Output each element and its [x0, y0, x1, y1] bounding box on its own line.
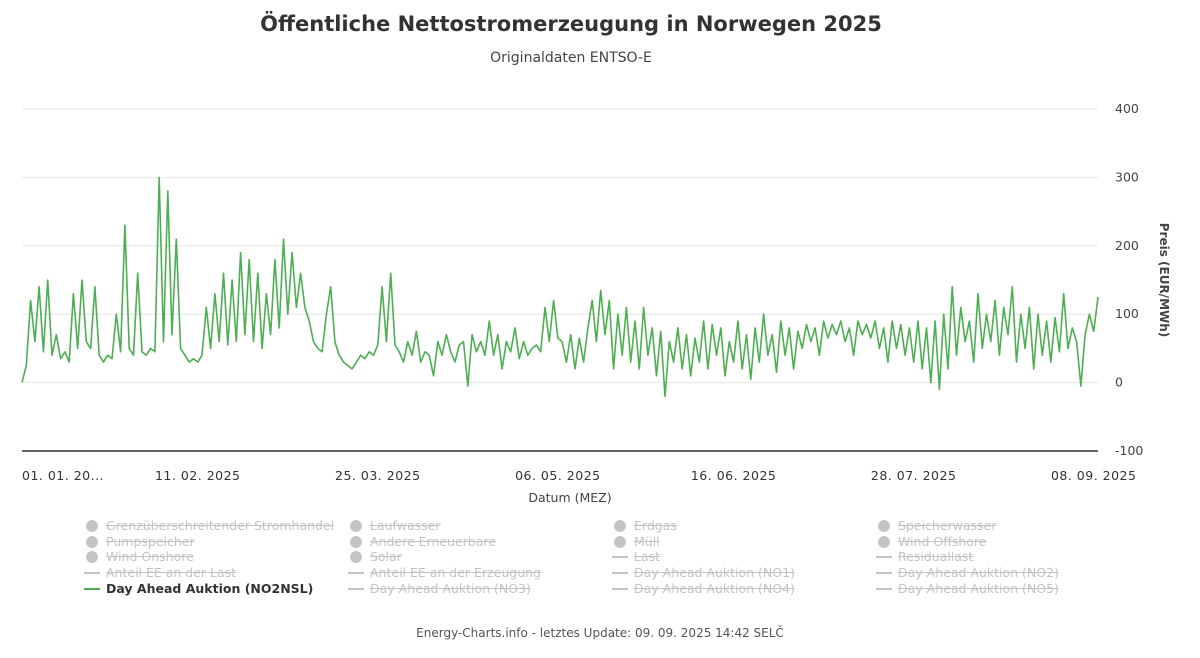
price-chart: 400 300 200 100 0 -100 01. 01. 20... 11. 02. 20… — [21, 101, 1171, 505]
legend-dot-icon — [350, 520, 362, 532]
legend-dot-icon — [614, 520, 626, 532]
legend-line-icon — [876, 556, 892, 559]
legend-line-icon — [84, 572, 100, 575]
chart-subtitle: Originaldaten ENTSO-E — [490, 50, 652, 66]
legend-line-icon — [612, 556, 628, 559]
legend-dot-icon — [86, 520, 98, 532]
legend-item-label: Last — [634, 549, 661, 565]
legend-line-icon — [612, 572, 628, 575]
legend-line-icon — [348, 572, 364, 575]
legend-item-label: Residuallast — [898, 549, 974, 565]
y-tick-label: 200 — [1115, 238, 1139, 253]
legend-item-label: Andere Erneuerbare — [370, 533, 496, 549]
legend-item-label: Grenzüberschreitender Stromhandel — [106, 518, 335, 533]
footer-update-info: Energy-Charts.info - letztes Update: 09.… — [416, 626, 784, 640]
x-tick-label: 28. 07. 2025 — [871, 468, 957, 483]
legend-dot-icon — [878, 520, 890, 532]
legend-dot-icon — [878, 535, 890, 548]
legend-item-label: Day Ahead Auktion (NO1) — [634, 565, 795, 581]
legend-line-icon — [348, 587, 364, 590]
legend-item-label: Wind Offshore — [898, 533, 987, 549]
legend-dot-icon — [350, 551, 362, 564]
x-tick-label: 06. 05. 2025 — [515, 468, 601, 483]
legend-item-label: Laufwasser — [370, 518, 441, 533]
chart-title: Öffentliche Nettostromerzeugung in Norwe… — [260, 12, 882, 36]
legend-line-icon — [612, 587, 628, 590]
x-tick-label: 01. 01. 20... — [22, 468, 104, 483]
legend-item-label: Anteil EE an der Erzeugung — [370, 565, 541, 581]
x-tick-label: 11. 02. 2025 — [155, 468, 241, 483]
y-tick-label: 0 — [1115, 375, 1123, 390]
legend-line-icon — [876, 587, 892, 590]
x-axis-title: Datum (MEZ) — [528, 490, 611, 505]
legend-item-label: Anteil EE an der Last — [106, 565, 237, 581]
legend-dot-icon — [350, 535, 362, 548]
legend-item-label: Day Ahead Auktion (NO5) — [898, 580, 1059, 596]
legend-item-label: Wind Onshore — [106, 549, 194, 565]
y-tick-label: -100 — [1115, 443, 1143, 458]
legend-item-label: Day Ahead Auktion (NO4) — [634, 580, 795, 596]
legend-item-label: Speicherwasser — [898, 518, 997, 533]
y-tick-label: 300 — [1115, 169, 1139, 184]
legend-item-label: Day Ahead Auktion (NO3) — [370, 580, 531, 596]
x-tick-label: 25. 03. 2025 — [335, 468, 421, 483]
legend-item-label: Erdgas — [634, 518, 677, 533]
legend-item-label: Day Ahead Auktion (NO2) — [898, 565, 1059, 581]
legend-item-label: Pumpspeicher — [106, 533, 195, 549]
legend-dot-icon — [86, 535, 98, 548]
legend-item-label: Müll — [634, 533, 660, 549]
x-tick-label: 08. 09. 2025 — [1051, 468, 1137, 483]
y-axis-title: Preis (EUR/MWh) — [1157, 223, 1171, 338]
legend-line-icon — [84, 587, 100, 590]
y-tick-label: 100 — [1115, 306, 1139, 321]
series-line-no2nsl — [21, 176, 1099, 398]
y-tick-label: 400 — [1115, 101, 1139, 116]
legend-line-icon — [876, 572, 892, 575]
legend-item-label: Day Ahead Auktion (NO2NSL) — [106, 580, 314, 596]
legend-dot-icon — [614, 535, 626, 548]
x-tick-label: 16. 06. 2025 — [691, 468, 777, 483]
legend-item-label: Solar — [370, 549, 402, 565]
legend-dot-icon — [86, 551, 98, 564]
